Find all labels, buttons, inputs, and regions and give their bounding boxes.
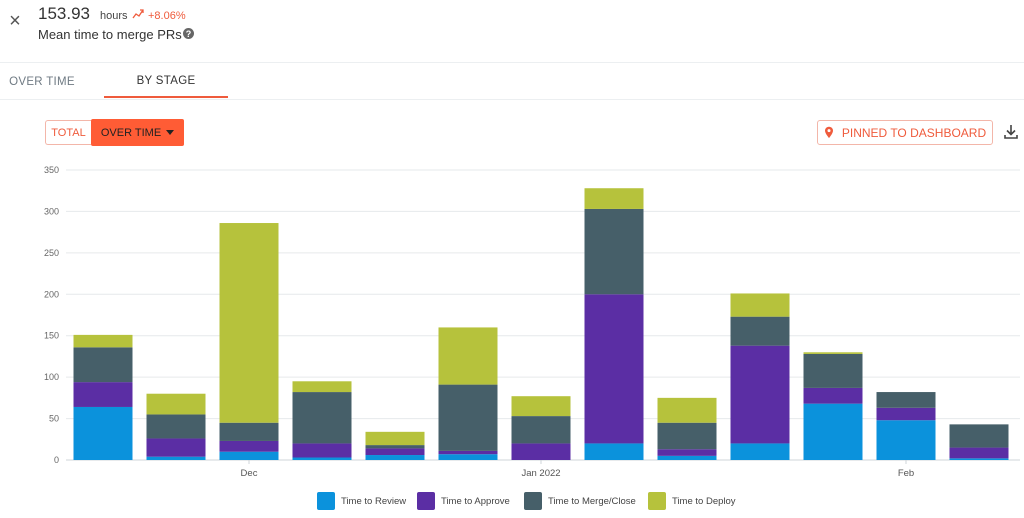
bar-segment [730,316,790,346]
bar-segment [365,455,425,460]
legend-item-merge[interactable]: Time to Merge/Close [524,492,636,510]
y-tick-label: 50 [49,414,59,424]
bar-segment [657,397,717,423]
y-tick-label: 300 [44,206,59,216]
bar-segment [730,345,790,444]
legend-item-review[interactable]: Time to Review [317,492,406,510]
y-tick-label: 350 [44,165,59,175]
bar-segment [876,420,936,460]
bar-segment [73,406,133,460]
legend-swatch-approve [417,492,435,510]
bar-segment [219,223,279,423]
close-button[interactable]: × [6,10,24,32]
legend-item-approve[interactable]: Time to Approve [417,492,510,510]
legend-label-deploy: Time to Deploy [672,495,736,507]
pin-icon [824,126,833,138]
pinned-label: PINNED TO DASHBOARD [841,125,987,140]
bar-segment [292,381,352,393]
bar-segment [730,293,790,317]
bar-segment [438,327,498,385]
bar-segment [365,445,425,449]
bar-segment [511,443,571,460]
bar-segment [73,382,133,407]
bar-segment [219,451,279,460]
y-tick-label: 150 [44,331,59,341]
bar-segment [511,416,571,444]
tab-by-stage[interactable]: BY STAGE [104,66,228,98]
bar-segment [219,440,279,452]
bar-segment [292,392,352,444]
caret-down-icon [166,130,175,135]
bar-segment [803,352,863,354]
bar-segment [803,387,863,404]
bar-segment [146,414,206,439]
bar-segment [438,384,498,451]
download-icon[interactable] [1001,122,1021,142]
tabs-divider [0,99,1024,100]
bar-segment [657,422,717,450]
bar-segment [365,431,425,446]
legend-label-review: Time to Review [341,495,407,507]
bar-segment [949,424,1009,448]
bar-segment [876,392,936,408]
bar-segment [292,457,352,460]
bar-segment [219,422,279,441]
y-tick-label: 0 [54,455,59,465]
trend-percentage: +8.06% [148,10,186,22]
bar-segment [584,208,644,295]
help-icon[interactable]: ? [183,28,194,39]
x-tick-label: Jan 2022 [521,468,560,479]
bar-segment [657,449,717,456]
bar-segment [438,454,498,460]
metric-title: Mean time to merge PRs [38,27,182,42]
bar-segment [73,334,133,348]
bar-segment [584,443,644,460]
over-time-label: OVER TIME [100,126,162,139]
bar-segment [73,347,133,383]
legend-label-merge: Time to Merge/Close [548,495,636,507]
bar-segment [949,447,1009,459]
bar-segment [146,456,206,460]
bar-segment [146,393,206,415]
bar-segment [949,458,1009,460]
bar-segment [438,450,498,455]
bar-segment [657,455,717,460]
bar-segment [365,448,425,456]
metric-unit: hours [100,10,128,22]
legend-swatch-merge [524,492,542,510]
legend-item-deploy[interactable]: Time to Deploy [648,492,736,510]
bar-segment [511,396,571,417]
bar-segment [292,443,352,458]
x-tick-label: Feb [898,468,914,479]
legend-label-approve: Time to Approve [441,495,510,507]
bar-segment [876,407,936,421]
tab-over-time[interactable]: OVER TIME [9,76,75,88]
metric-value: 153.93 [38,4,90,23]
legend-swatch-deploy [648,492,666,510]
y-tick-label: 100 [44,372,59,382]
over-time-dropdown[interactable]: OVER TIME [91,119,184,146]
pinned-to-dashboard-button[interactable]: PINNED TO DASHBOARD [817,120,993,145]
trend-up-icon [132,9,144,19]
bar-segment [584,294,644,444]
stacked-bar-chart: 0 50 100 150 200 250 300 350 Dec Jan 2022 Feb [44,165,1020,479]
bar-segment [584,188,644,209]
x-tick-label: Dec [241,468,258,479]
y-tick-label: 250 [44,248,59,258]
bar-segment [803,403,863,460]
total-toggle-button[interactable]: TOTAL [45,120,91,145]
bar-segment [730,443,790,460]
close-icon[interactable]: × [9,9,21,32]
bar-segment [803,353,863,388]
header-divider [0,62,1024,63]
bar-segment [146,438,206,457]
legend-swatch-review [317,492,335,510]
y-tick-label: 200 [44,289,59,299]
